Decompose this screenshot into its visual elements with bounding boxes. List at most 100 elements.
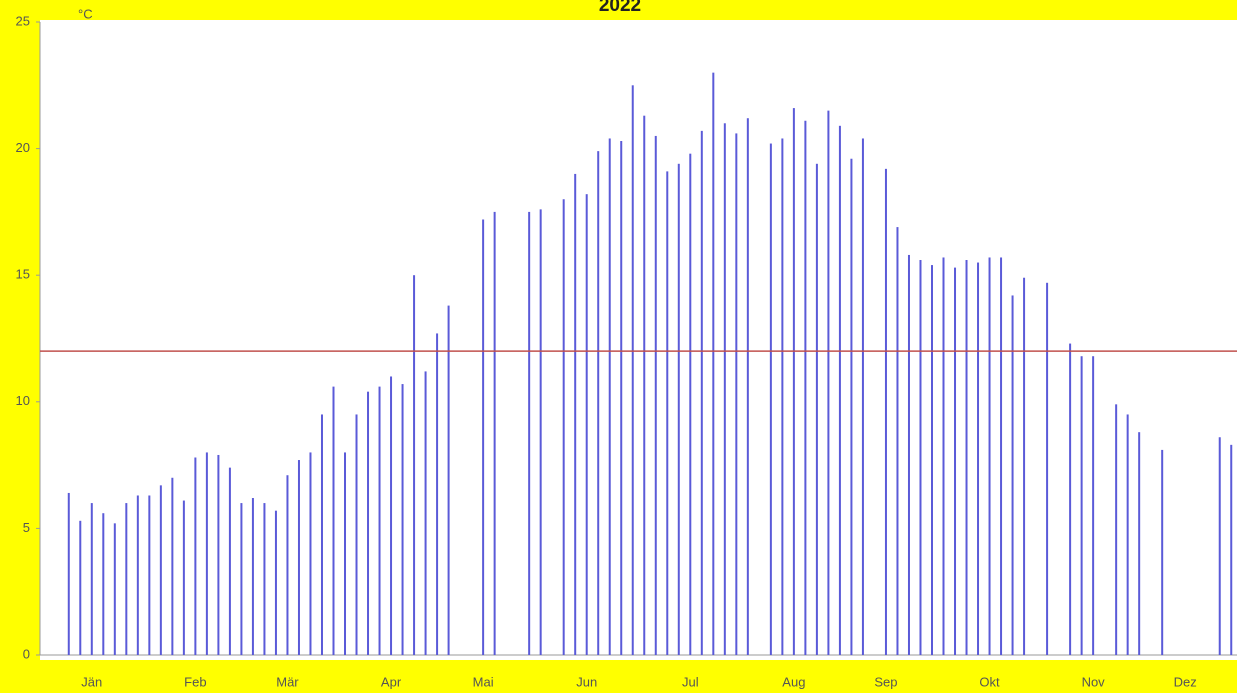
bar [205, 452, 208, 655]
x-tick-label: Jul [682, 674, 699, 689]
bar [436, 333, 439, 655]
bar [367, 391, 370, 655]
x-tick-label: Dez [1174, 674, 1197, 689]
bar [666, 171, 669, 655]
bar [1092, 356, 1095, 655]
bar [263, 503, 266, 655]
bar [884, 168, 887, 655]
bar [781, 138, 784, 656]
bar [1115, 404, 1118, 655]
x-tick-label: Jän [81, 674, 102, 689]
bar [712, 72, 715, 655]
bar [977, 262, 980, 655]
bar [159, 485, 162, 655]
bar [654, 135, 657, 655]
x-tick-label: Okt [979, 674, 1000, 689]
bar [274, 510, 277, 655]
bar [1046, 282, 1049, 655]
bar [631, 85, 634, 656]
y-tick-label: 20 [16, 140, 30, 155]
bar [413, 275, 416, 655]
bar [700, 130, 703, 656]
bar [113, 523, 116, 655]
bar [1023, 277, 1026, 655]
bar [942, 257, 945, 655]
bar [401, 384, 404, 655]
y-tick-label: 5 [23, 520, 30, 535]
bar [297, 460, 300, 655]
bar [286, 475, 289, 655]
bar [723, 123, 726, 655]
bar [988, 257, 991, 655]
bar [1000, 257, 1003, 655]
plot-area [40, 20, 1237, 660]
y-tick-label: 0 [23, 646, 30, 661]
bar [896, 227, 899, 656]
x-tick-label: Nov [1082, 674, 1106, 689]
bar [1218, 437, 1221, 655]
x-tick-label: Mai [473, 674, 494, 689]
x-tick-label: Jun [576, 674, 597, 689]
y-tick-label: 15 [16, 267, 30, 282]
x-tick-label: Mär [276, 674, 299, 689]
bar [355, 414, 358, 655]
bar [447, 305, 450, 655]
bar [643, 115, 646, 655]
x-tick-label: Aug [782, 674, 805, 689]
bar [919, 260, 922, 655]
bar [769, 143, 772, 655]
bar [1230, 444, 1233, 655]
bar [907, 254, 910, 655]
bar [493, 211, 496, 655]
bar [930, 265, 933, 655]
bar [136, 495, 139, 655]
bar [620, 141, 623, 655]
y-tick-label: 25 [16, 13, 30, 28]
bar [194, 457, 197, 655]
bar [1126, 414, 1129, 655]
bar [90, 503, 93, 655]
y-unit: °C [78, 6, 93, 21]
bar [171, 477, 174, 655]
bar [217, 454, 220, 655]
bar [148, 495, 151, 655]
bar [528, 211, 531, 655]
bar [390, 376, 393, 655]
bar [804, 120, 807, 656]
bar [332, 386, 335, 655]
bar [689, 153, 692, 655]
bar [79, 520, 82, 655]
bar [539, 209, 542, 656]
bar [965, 260, 968, 655]
bar [378, 386, 381, 655]
bar [320, 414, 323, 655]
bar [182, 500, 185, 655]
x-tick-label: Apr [381, 674, 402, 689]
bar [240, 503, 243, 655]
bar [67, 492, 70, 655]
bar [585, 194, 588, 655]
bar [827, 110, 830, 656]
bar [815, 163, 818, 656]
bar [597, 151, 600, 655]
bar [102, 513, 105, 655]
bar [1161, 449, 1164, 655]
bar [1069, 343, 1072, 655]
bar [861, 138, 864, 656]
bar [792, 108, 795, 655]
bar [251, 498, 254, 655]
bar [228, 467, 231, 655]
bar [125, 503, 128, 655]
bar [1080, 356, 1083, 655]
bar [309, 452, 312, 655]
bar [562, 199, 565, 656]
bar [574, 173, 577, 656]
bar [482, 219, 485, 655]
bar [954, 267, 957, 655]
chart-title: 2022 [599, 0, 641, 16]
bar [735, 133, 738, 655]
bar [344, 452, 347, 655]
x-tick-label: Feb [184, 674, 206, 689]
